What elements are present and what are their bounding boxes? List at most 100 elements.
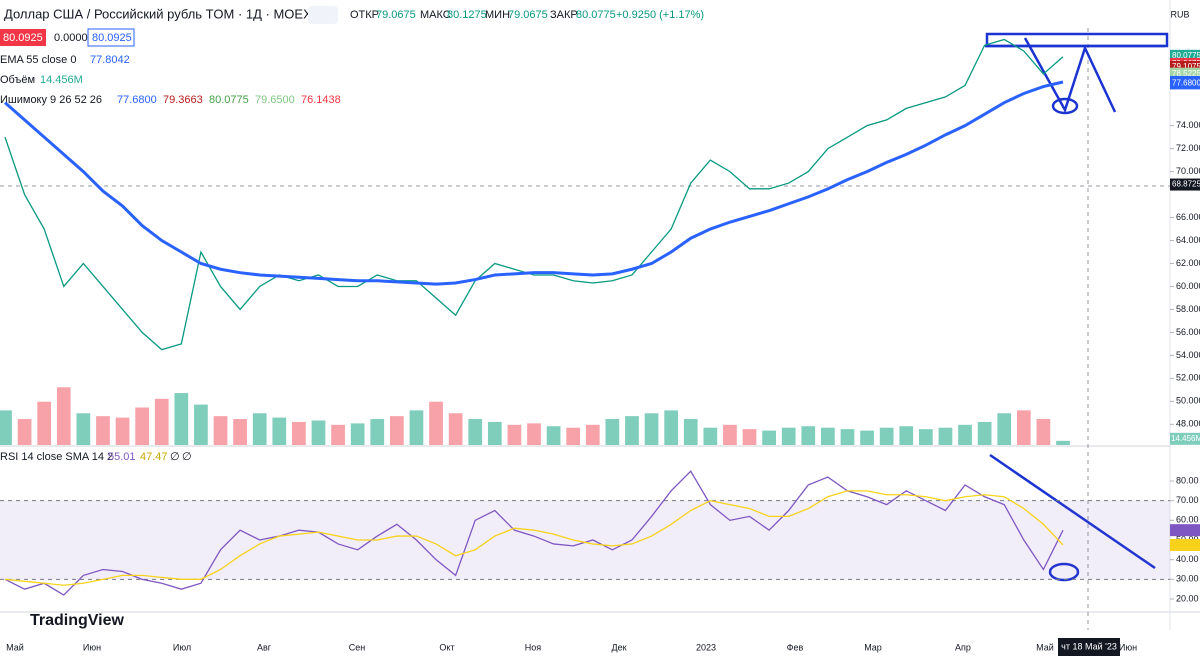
y-tick-label: 62.0000 [1176,258,1200,268]
volume-bar [644,413,659,445]
volume-bar [938,427,953,445]
volume-bar [762,430,776,445]
sell-box[interactable] [0,29,46,46]
volume-bar [821,427,835,445]
legend-rsi-extra: ∅ [182,451,192,463]
x-tick-label: Май [1036,642,1054,652]
y-tick-label: 54.0000 [1176,350,1200,360]
y-tick-label: 60.00 [1176,515,1199,525]
y-tick-label: 52.0000 [1176,373,1200,383]
y-tick-label: 70.0000 [1176,166,1200,176]
y-tick-label: 70.00 [1176,495,1199,505]
volume-bar [899,426,914,445]
x-tick-label: Окт [439,642,454,652]
x-tick-label: Авг [257,642,272,652]
buy-box[interactable] [87,28,135,47]
sell[interactable]: 80.0925 [3,32,43,44]
x-tick-label: Апр [955,642,971,652]
volume-bar [1016,410,1031,445]
legend-ichimoku-value: 77.6800 [117,94,157,106]
x-tick-label: Июн [1119,642,1137,652]
legend-rsi-extra: ∅ [170,451,180,463]
x-tick-label: Дек [611,642,626,652]
volume-bar [977,421,992,445]
y-tick-label: 48.0000 [1176,419,1200,429]
buy[interactable]: 80.0925 [92,32,132,44]
ohlc: ОТКР [350,9,379,21]
volume-bar [723,424,737,445]
legend-ichimoku-value: 79.3663 [163,94,203,106]
compare-button[interactable] [308,6,338,24]
legend-volume: Объём [0,74,35,86]
volume-bar [860,430,874,445]
y-tick-label: 80.00 [1176,475,1199,485]
series-line [4,490,1064,586]
x-tick-label: Мар [864,642,882,652]
series-line [4,80,1064,286]
ohlc: МИН [485,9,510,21]
x-tick-label: Фев [787,642,804,652]
volume-bar [468,419,483,445]
volume-bar [1056,440,1070,445]
legend-ichimoku-value: 79.6500 [255,94,295,106]
volume-bar [194,404,208,445]
volume-bar [527,423,541,445]
y-tick-label: 56.0000 [1176,327,1200,337]
volume-bar [292,421,306,445]
volume-tag [1170,432,1200,445]
ohlc: 79.0675 [376,9,416,21]
x-tick-label: Май [6,642,24,652]
value-tag [1170,538,1200,551]
price-tag [1170,77,1200,90]
volume-bar [331,424,345,445]
legend-rsi-sma: 47.47 [140,451,168,463]
currency[interactable]: RUB [1170,9,1189,19]
volume-bar [781,427,796,445]
y-tick-label: 50.0000 [1176,396,1200,406]
volume-bar [272,417,287,445]
legend-ichimoku: Ишимоку 9 26 52 26 [0,94,102,106]
volume-bar [135,407,150,445]
ohlc: ЗАКР [550,9,578,21]
legend-volume-value: 14.456M [40,74,83,86]
volume-bar [585,424,600,445]
rsi-band [0,500,1170,580]
legend-rsi: RSI 14 close SMA 14 2 [0,451,113,463]
series-line [4,38,1064,351]
ohlc: 79.0675 [508,9,548,21]
volume-bar [154,398,169,445]
x-tick-label: Ноя [525,642,542,652]
volume-bar [997,413,1012,445]
volume-bar [370,419,385,445]
volume-bar [507,424,522,445]
x-tick-label: 2023 [696,642,716,652]
x-tick-label: Июн [83,642,101,652]
volume-bar [213,416,228,445]
volume-bar [625,416,639,445]
volume-bar [115,417,130,445]
volume-bar [664,410,679,445]
y-tick-label: 64.0000 [1176,235,1200,245]
volume-bar [409,410,424,445]
ohlc: +0.9250 (+1.17%) [616,9,704,21]
volume-bar [350,423,365,445]
volume-bar [742,429,757,445]
crosshair-date-box [1058,638,1120,656]
volume-bar [0,410,12,445]
volume-bar [918,429,933,445]
y-tick-label: 58.0000 [1176,304,1200,314]
y-tick-label: 20.00 [1176,593,1199,603]
logo: TradingView [30,612,125,629]
price-tag-label: 78.5225 [1172,69,1200,78]
price-tag-label: 79.1075 [1172,62,1200,71]
y-tick-label: 74.0000 [1176,120,1200,130]
volume-bar [17,419,32,445]
volume-bar [605,419,620,445]
y-tick-label: 72.0000 [1176,143,1200,153]
volume-bar [233,419,247,445]
volume-bar [429,401,443,445]
legend-ichimoku-value: 80.0775 [209,94,249,106]
volume-bar [546,426,561,445]
